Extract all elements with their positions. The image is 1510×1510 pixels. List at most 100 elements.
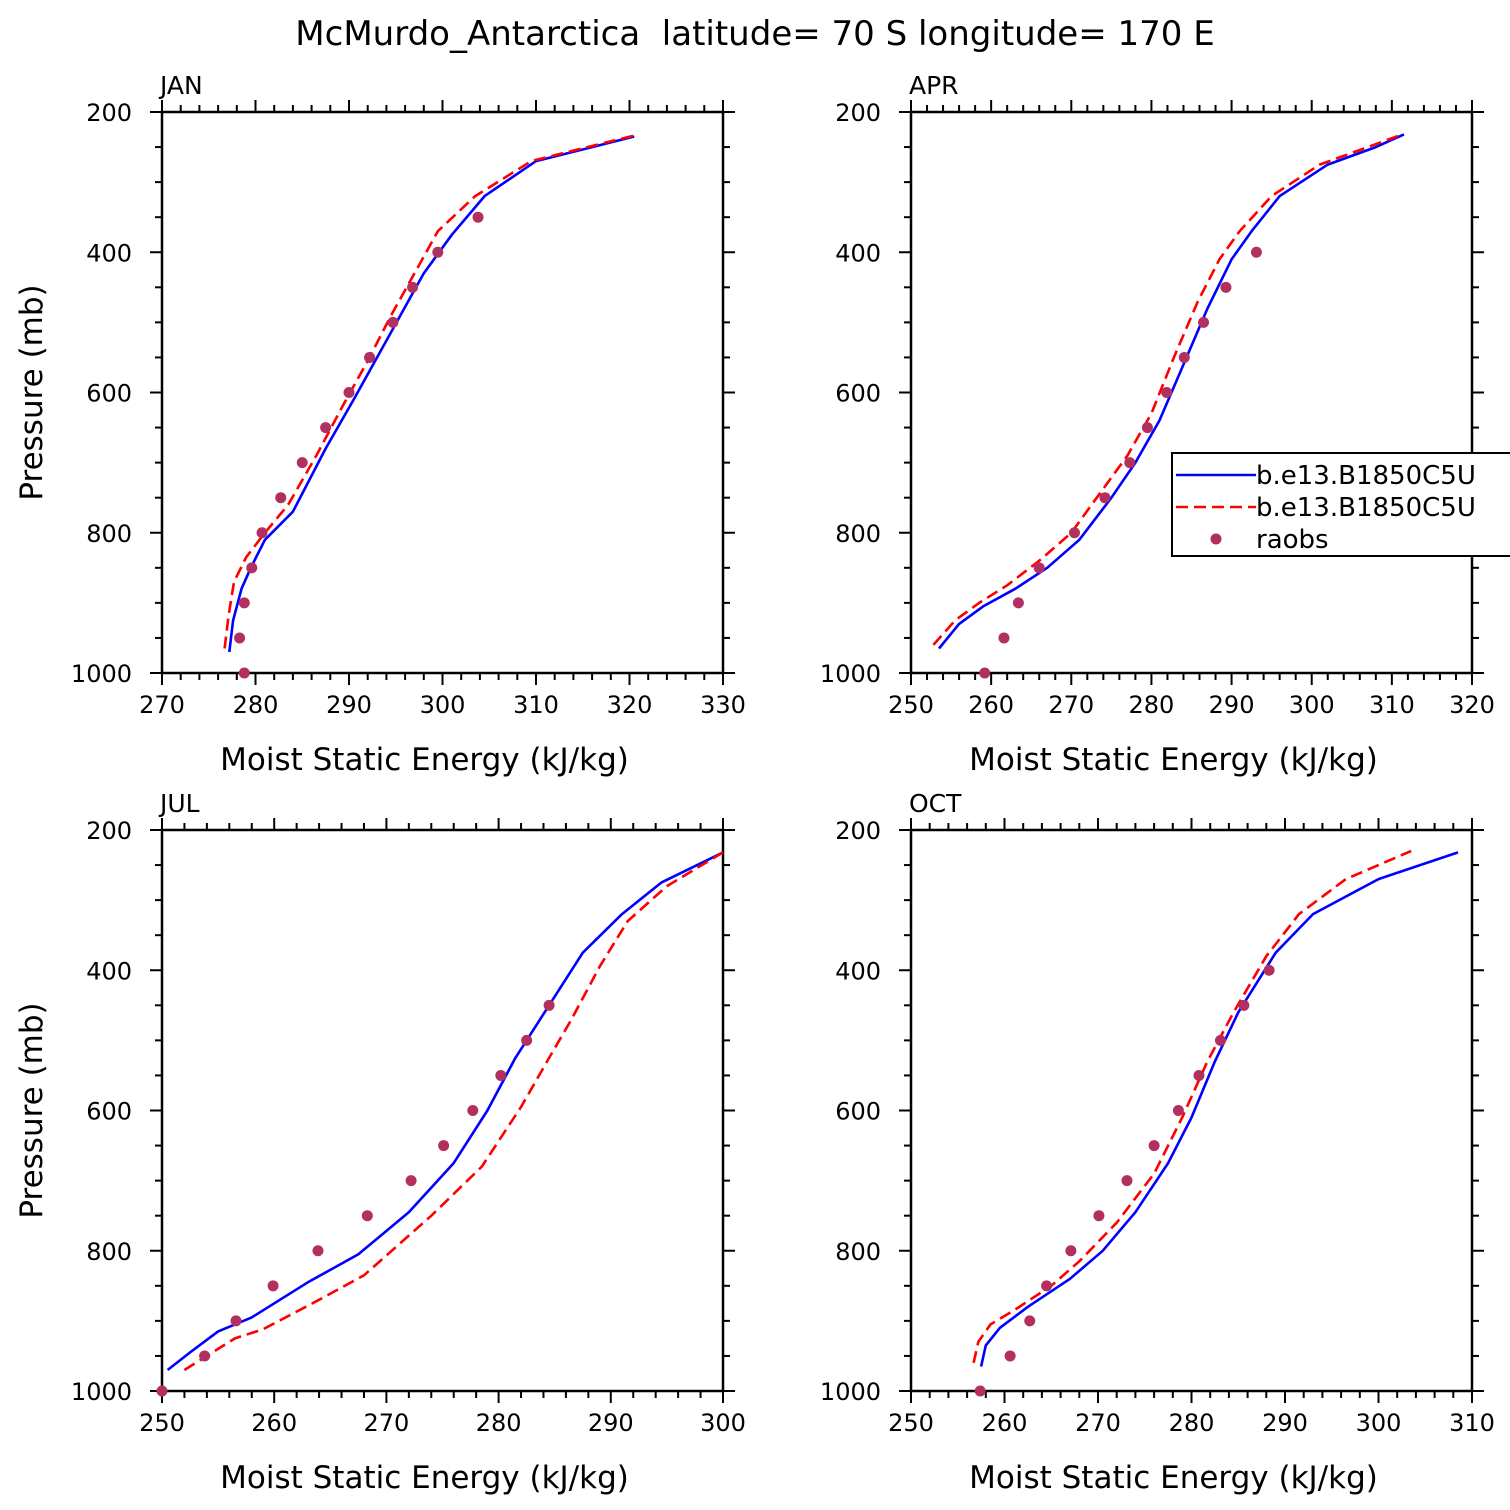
series-line-solid: [937, 133, 1405, 650]
legend-box: [1171, 452, 1510, 557]
raobs-point: [1178, 351, 1190, 363]
x-tick-label: 260: [982, 1409, 1028, 1437]
y-tick-label: 600: [835, 380, 881, 408]
panel-title: JAN: [158, 71, 203, 100]
x-tick-label: 280: [233, 691, 279, 719]
raobs-point: [1099, 492, 1111, 504]
series-line-solid: [979, 851, 1459, 1367]
raobs-point: [199, 1350, 211, 1362]
chart-panel-jan: 270 280 290 300 310 320 330 200 400 600 800 1000 JAN…: [14, 71, 746, 778]
raobs-point: [364, 351, 376, 363]
raobs-point: [1068, 527, 1080, 539]
raobs-point: [1263, 964, 1275, 976]
plot-frame: [909, 110, 1474, 675]
plot-frame: [909, 828, 1474, 1393]
raobs-point: [543, 999, 555, 1011]
raobs-point: [230, 1315, 242, 1327]
y-tick-label: 1000: [820, 1378, 881, 1406]
x-tick-label: 270: [1075, 1409, 1121, 1437]
y-tick-label: 1000: [71, 660, 132, 688]
y-axis-title: Pressure (mb): [14, 284, 50, 500]
plot-frame: [160, 110, 725, 675]
raobs-point: [1041, 1280, 1053, 1292]
x-tick-label: 250: [139, 1409, 185, 1437]
raobs-point: [495, 1069, 507, 1081]
raobs-point: [1141, 422, 1153, 434]
x-axis-title: Moist Static Energy (kJ/kg): [220, 1460, 629, 1496]
x-tick-label: 320: [607, 691, 653, 719]
x-tick-label: 270: [1048, 691, 1094, 719]
raobs-point: [234, 632, 246, 644]
chart-panel-oct: 250 260 270 280 290 300 310 200 400 600 800 1000 OCT…: [820, 789, 1495, 1496]
raobs-point: [438, 1140, 450, 1152]
x-tick-label: 260: [251, 1409, 297, 1437]
raobs-point: [1250, 246, 1262, 258]
y-tick-label: 400: [835, 957, 881, 985]
raobs-point: [343, 387, 355, 398]
chart-panel-apr: 250 260 270 280 290 300 310 320 200 400 600 800 1000…: [820, 71, 1495, 778]
figure-title: McMurdo_Antarctica latitude= 70 S longit…: [295, 14, 1214, 54]
x-tick-label: 330: [700, 691, 746, 719]
x-tick-label: 290: [588, 1409, 634, 1437]
raobs-point: [246, 562, 258, 574]
raobs-point: [296, 457, 308, 469]
y-tick-label: 800: [86, 1238, 132, 1266]
legend-marker: [1210, 533, 1222, 545]
raobs-point: [521, 1034, 533, 1046]
series-line-dashed: [972, 849, 1412, 1364]
x-tick-label: 300: [1289, 691, 1335, 719]
raobs-point: [1033, 562, 1045, 574]
raobs-point: [238, 667, 250, 679]
y-tick-label: 800: [835, 1238, 881, 1266]
x-tick-label: 300: [420, 691, 466, 719]
raobs-point: [1172, 1105, 1184, 1116]
series-line-solid: [166, 851, 724, 1372]
y-tick-label: 400: [86, 957, 132, 985]
y-tick-label: 600: [835, 1098, 881, 1126]
x-tick-label: 320: [1449, 691, 1495, 719]
raobs-point: [472, 211, 484, 223]
panel-title: APR: [909, 71, 959, 100]
raobs-point: [256, 527, 268, 539]
raobs-point: [979, 667, 991, 679]
raobs-point: [432, 246, 444, 258]
y-tick-label: 200: [835, 99, 881, 127]
chart-panels: 270 280 290 300 310 320 330 200 400 600 800 1000 JAN…: [14, 71, 1495, 1496]
y-tick-label: 1000: [71, 1378, 132, 1406]
x-axis-title: Moist Static Energy (kJ/kg): [969, 1460, 1378, 1496]
raobs-point: [405, 1175, 417, 1187]
y-tick-label: 600: [86, 380, 132, 408]
series-line-dashed: [183, 851, 724, 1372]
legend-label: b.e13.B1850C5U: [1256, 461, 1476, 491]
raobs-point: [1214, 1034, 1226, 1046]
raobs-point: [238, 597, 250, 609]
series-line-dashed: [223, 133, 640, 649]
x-tick-label: 300: [1356, 1409, 1402, 1437]
raobs-point: [1198, 316, 1210, 328]
raobs-point: [407, 281, 419, 293]
raobs-point: [1012, 597, 1024, 609]
x-tick-label: 290: [1209, 691, 1255, 719]
raobs-point: [974, 1385, 986, 1397]
y-tick-label: 400: [86, 239, 132, 267]
raobs-point: [467, 1105, 479, 1116]
y-tick-label: 600: [86, 1098, 132, 1126]
x-tick-label: 260: [968, 691, 1014, 719]
x-tick-label: 280: [476, 1409, 522, 1437]
y-tick-label: 200: [86, 99, 132, 127]
raobs-point: [1148, 1140, 1160, 1152]
x-tick-label: 270: [139, 691, 185, 719]
legend-label: raobs: [1256, 525, 1329, 555]
x-tick-label: 310: [1449, 1409, 1495, 1437]
raobs-point: [1004, 1350, 1016, 1362]
x-tick-label: 310: [513, 691, 559, 719]
x-tick-label: 310: [1369, 691, 1415, 719]
y-axis-title: Pressure (mb): [14, 1002, 50, 1218]
y-tick-label: 200: [86, 817, 132, 845]
legend-label: b.e13.B1850C5U: [1256, 493, 1476, 523]
chart-panel-jul: 250 260 270 280 290 300 200 400 600 800 1000 JUL Moi…: [14, 789, 746, 1496]
y-tick-label: 200: [835, 817, 881, 845]
y-tick-label: 800: [86, 520, 132, 548]
